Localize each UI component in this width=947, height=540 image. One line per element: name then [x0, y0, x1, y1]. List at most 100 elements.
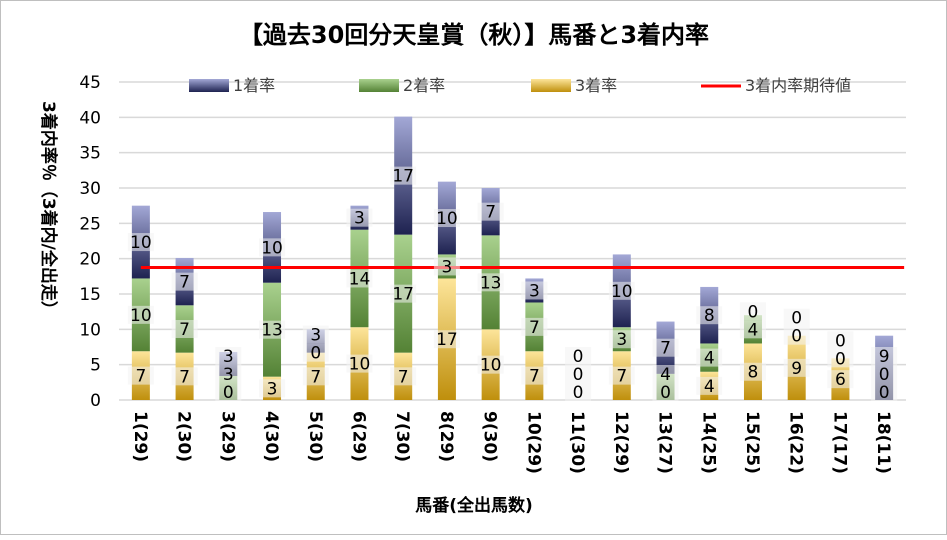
data-label-bg — [565, 383, 592, 401]
x-tick-label: 9(30) — [480, 411, 500, 462]
data-label-bg — [739, 302, 766, 321]
data-label: 7 — [310, 367, 321, 387]
data-label: 0 — [791, 327, 802, 347]
x-tick-label: 7(30) — [392, 411, 412, 462]
data-label: 10 — [436, 209, 458, 229]
data-label: 7 — [485, 203, 496, 223]
data-label-bg — [608, 281, 635, 300]
data-label-bg — [827, 331, 854, 350]
data-label-bg — [521, 366, 548, 385]
data-label: 3 — [267, 379, 278, 399]
data-label-bg — [696, 376, 723, 395]
data-label-bg — [433, 209, 460, 228]
legend-label: 2着率 — [403, 76, 445, 95]
data-label: 13 — [480, 273, 502, 293]
data-label-bg — [302, 343, 329, 362]
y-axis-title: 3着内率％（3着内/全出走） — [38, 101, 59, 318]
data-label: 7 — [660, 339, 671, 359]
legend-swatch — [359, 79, 399, 92]
data-label: 4 — [660, 365, 671, 385]
data-label-bg — [871, 347, 898, 365]
data-label-bg — [127, 233, 154, 252]
legend-label: 3着内率期待値 — [745, 76, 851, 95]
data-label-bg — [171, 367, 198, 386]
data-label: 7 — [179, 367, 190, 387]
data-label-bg — [215, 347, 242, 365]
data-label-bg — [390, 284, 417, 303]
data-label: 4 — [748, 320, 759, 340]
data-label-bg — [608, 366, 635, 385]
data-label-bg — [302, 367, 329, 386]
data-label-bg — [477, 273, 504, 292]
data-label: 7 — [616, 367, 627, 387]
data-label: 0 — [879, 365, 890, 385]
data-label: 0 — [791, 309, 802, 329]
data-label-bg — [783, 326, 810, 345]
data-label-bg — [127, 366, 154, 385]
x-axis-title: 馬番(全出馬数) — [415, 495, 533, 516]
data-label: 0 — [835, 349, 846, 369]
data-label: 10 — [349, 355, 371, 375]
x-tick-label: 12(29) — [611, 411, 631, 474]
data-label: 3 — [529, 281, 540, 301]
data-label: 14 — [349, 269, 371, 289]
data-label: 7 — [398, 367, 409, 387]
data-label: 0 — [573, 365, 584, 385]
x-tick-label: 16(22) — [786, 411, 806, 474]
x-tick-label: 11(30) — [567, 411, 587, 474]
data-label-bg — [215, 365, 242, 383]
data-label: 7 — [179, 273, 190, 293]
data-label-bg — [696, 306, 723, 325]
data-label-bg — [171, 272, 198, 291]
y-tick-label: 40 — [79, 108, 101, 128]
data-label-bg — [652, 365, 679, 383]
data-label-bg — [477, 202, 504, 221]
data-label: 0 — [660, 383, 671, 403]
y-tick-label: 45 — [79, 73, 101, 93]
data-label-bg — [390, 166, 417, 185]
data-label: 3 — [616, 330, 627, 350]
data-label: 17 — [392, 167, 414, 187]
y-tick-label: 0 — [90, 391, 101, 411]
data-label: 10 — [611, 282, 633, 302]
y-tick-label: 10 — [79, 320, 101, 340]
y-tick-label: 30 — [79, 179, 101, 199]
x-tick-label: 17(17) — [829, 411, 849, 474]
x-tick-label: 8(29) — [436, 411, 456, 462]
data-label-bg — [390, 367, 417, 386]
data-label-bg — [739, 362, 766, 381]
data-label-bg — [521, 281, 548, 300]
data-label: 8 — [748, 363, 759, 383]
data-label-bg — [521, 317, 548, 336]
data-label-bg — [652, 383, 679, 401]
data-label-bg — [302, 325, 329, 344]
data-label-bg — [127, 305, 154, 324]
x-tick-label: 14(25) — [698, 411, 718, 474]
data-label: 3 — [310, 326, 321, 346]
data-label-bg — [171, 319, 198, 338]
x-tick-label: 10(29) — [523, 411, 543, 474]
x-tick-label: 4(30) — [261, 411, 281, 462]
data-label: 0 — [573, 383, 584, 403]
data-label: 4 — [704, 377, 715, 397]
x-tick-label: 2(30) — [174, 411, 194, 462]
x-tick-label: 1(29) — [130, 411, 150, 462]
data-label: 13 — [261, 321, 283, 341]
data-label-bg — [871, 365, 898, 383]
chart-title: 【過去30回分天皇賞（秋）】馬番と3着内率 — [239, 21, 709, 49]
data-label: 0 — [835, 331, 846, 351]
data-label: 3 — [354, 209, 365, 229]
data-label: 7 — [135, 367, 146, 387]
data-label: 9 — [879, 347, 890, 367]
data-label-bg — [433, 257, 460, 276]
data-label: 3 — [442, 257, 453, 277]
data-label-bg — [433, 330, 460, 349]
data-label: 0 — [879, 383, 890, 403]
y-tick-label: 20 — [79, 250, 101, 270]
data-label: 10 — [261, 238, 283, 258]
data-label: 3 — [223, 347, 234, 367]
y-tick-label: 25 — [79, 214, 101, 234]
data-label-bg — [346, 354, 373, 373]
data-label-bg — [259, 320, 286, 339]
